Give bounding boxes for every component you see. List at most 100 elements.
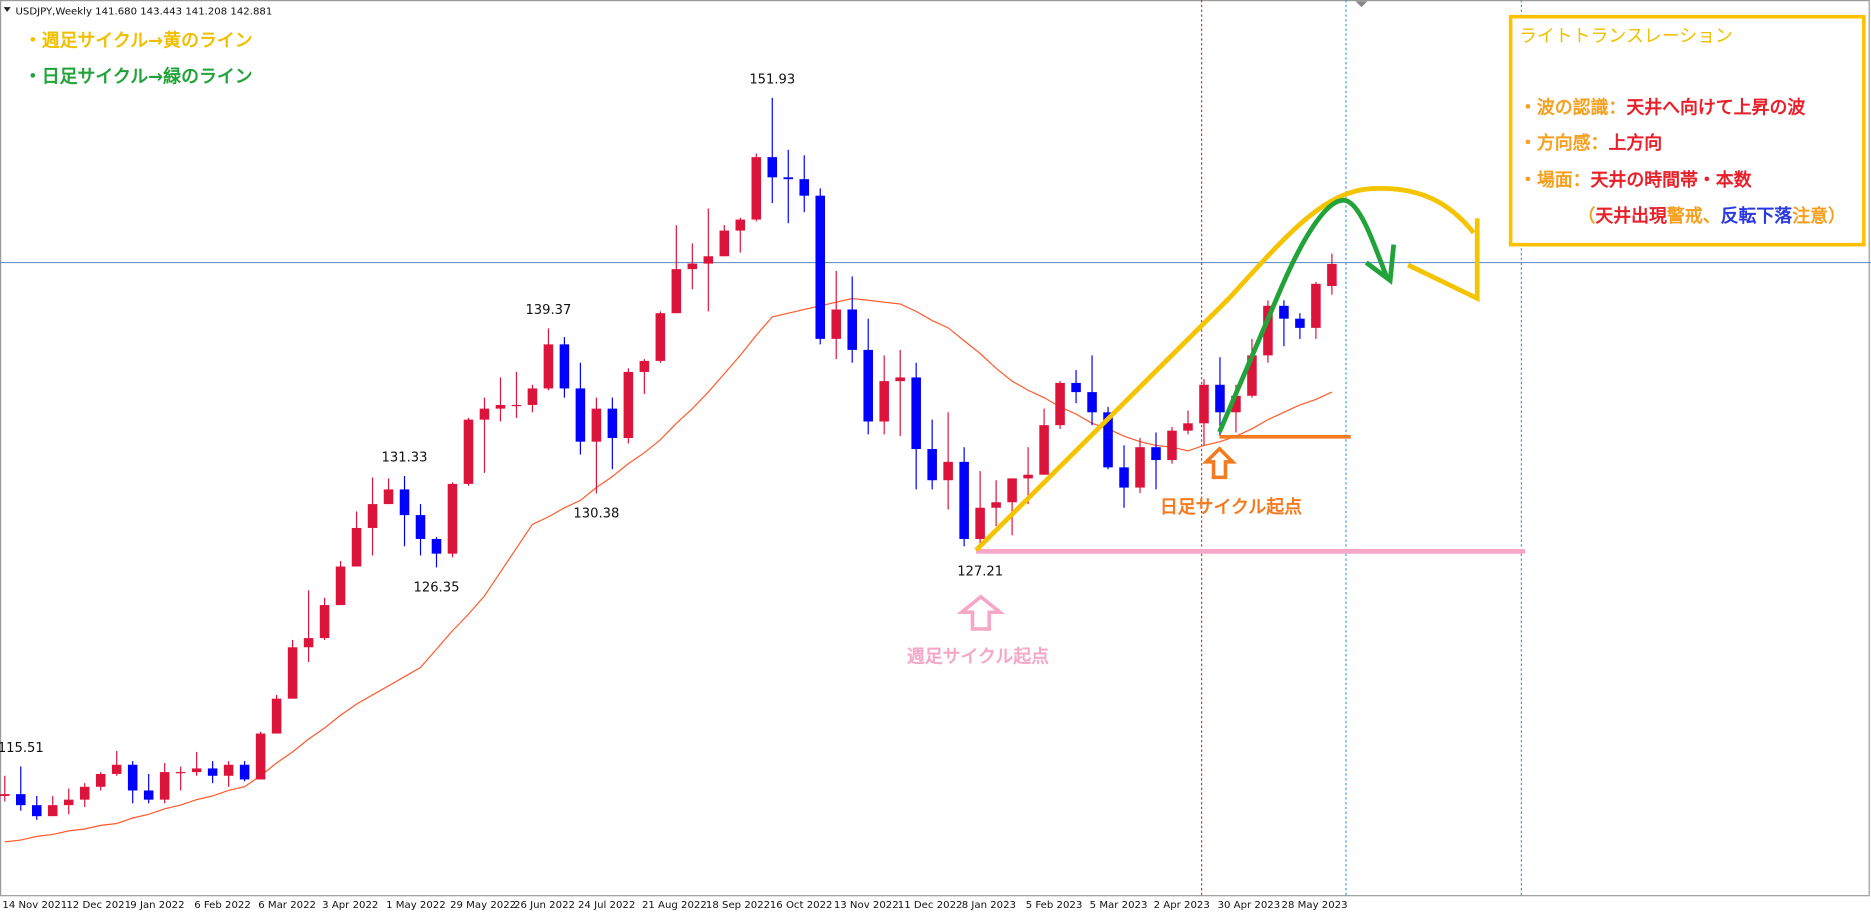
x-tick-label: 24 Jul 2022 — [578, 900, 635, 911]
candle-body — [751, 157, 762, 220]
daily-legend: ・日足サイクル→緑のライン — [24, 65, 253, 87]
candle-body — [543, 344, 554, 389]
box-text: 反転下落 — [1721, 205, 1794, 227]
x-tick-label: 21 Aug 2022 — [642, 900, 707, 911]
candles — [0, 97, 1337, 843]
box-line: ・場面：天井の時間帯・本数 — [1519, 169, 1752, 191]
candle-body — [511, 404, 522, 407]
price-label: 131.33 — [382, 451, 428, 466]
candle-body — [943, 461, 953, 481]
candle-body — [863, 349, 873, 422]
daily-cycle-arrow — [1364, 244, 1397, 285]
candle-body — [1055, 382, 1065, 426]
weekly-start-label: 週足サイクル起点 — [907, 645, 1049, 667]
candle-body — [111, 764, 122, 774]
candle-body — [1119, 467, 1129, 488]
candle-body — [1087, 392, 1097, 413]
candle-body — [1039, 425, 1049, 475]
candle-body — [431, 538, 442, 554]
candle-body — [463, 419, 474, 484]
candle-body — [815, 195, 826, 339]
candle-body — [191, 768, 202, 773]
candle-body — [991, 502, 1001, 508]
daily-start-arrow — [1202, 446, 1237, 480]
candle-body — [575, 388, 586, 442]
x-tick-label: 1 May 2022 — [386, 900, 446, 911]
candle-body — [911, 377, 921, 450]
weekly-start-arrow — [956, 594, 1005, 631]
candle-body — [479, 408, 490, 420]
candle-body — [655, 313, 666, 361]
candle-body — [1199, 384, 1209, 424]
candle-body — [1183, 423, 1193, 431]
box-text: 注意 — [1792, 205, 1828, 227]
candle-body — [47, 805, 58, 817]
candle-body — [1231, 395, 1241, 413]
candle-body — [799, 179, 810, 196]
candle-body — [319, 605, 330, 639]
x-tick-label: 5 Feb 2023 — [1026, 900, 1083, 911]
candle-body — [1327, 263, 1337, 287]
x-tick-label: 12 Dec 2021 — [66, 900, 131, 911]
box-text: （ — [1577, 206, 1595, 227]
candle-body — [703, 256, 714, 264]
candle-body — [527, 388, 538, 405]
candle-body — [15, 794, 26, 806]
header-icon — [3, 7, 11, 12]
x-tick-label: 6 Feb 2022 — [194, 900, 251, 911]
candle-body — [367, 504, 378, 528]
price-label: 127.21 — [957, 565, 1003, 580]
header-info: USDJPY,Weekly 141.680 143.443 141.208 14… — [16, 6, 273, 17]
candle-body — [959, 461, 969, 539]
candle-body — [623, 371, 634, 439]
candle-body — [383, 489, 394, 505]
candle-body — [63, 799, 74, 806]
candle-body — [207, 768, 218, 776]
candle-body — [975, 507, 985, 539]
x-tick-label: 9 Jan 2022 — [130, 900, 184, 911]
candle-body — [95, 773, 106, 787]
weekly-cycle-line — [974, 185, 1476, 552]
candle-body — [895, 377, 905, 382]
candle-body — [1023, 474, 1033, 479]
candle-body — [159, 772, 170, 800]
candle-body — [287, 647, 298, 699]
x-tick-label: 13 Nov 2022 — [834, 900, 899, 911]
candle-body — [783, 177, 794, 180]
box-text: ） — [1828, 206, 1846, 227]
daily-cycle-line — [1217, 197, 1389, 433]
candle-body — [1151, 447, 1161, 461]
x-tick-label: 2 Apr 2023 — [1154, 900, 1210, 911]
candle-body — [767, 157, 778, 178]
box-text: 天井の時間帯・本数 — [1591, 169, 1752, 191]
box-text: 天井へ向けて上昇の波 — [1626, 96, 1805, 118]
shift-marker — [1355, 1, 1368, 8]
box-text: ・波の認識： — [1519, 96, 1626, 118]
candle-body — [879, 381, 889, 422]
candle-body — [735, 219, 746, 231]
price-label: 126.35 — [414, 580, 460, 595]
candle-body — [559, 344, 570, 389]
candle-body — [927, 449, 937, 481]
x-tick-label: 5 Mar 2023 — [1090, 900, 1148, 911]
box-text: ・方向感： — [1519, 132, 1608, 154]
box-text: 天井出現 — [1595, 205, 1667, 227]
candle-body — [223, 764, 234, 776]
candle-body — [0, 794, 10, 796]
candle-body — [79, 786, 90, 800]
candle-body — [687, 263, 698, 270]
candle-body — [127, 764, 138, 791]
candle-body — [447, 483, 458, 554]
candle-body — [1007, 478, 1017, 503]
candle-body — [1263, 305, 1273, 356]
candle-body — [607, 408, 618, 439]
candle-body — [351, 527, 362, 567]
candle-body — [1071, 382, 1081, 393]
box-text: 、 — [1703, 206, 1721, 227]
x-tick-label: 14 Nov 2021 — [2, 900, 67, 911]
x-tick-label: 3 Apr 2022 — [322, 900, 378, 911]
x-tick-label: 28 May 2023 — [1282, 900, 1348, 911]
